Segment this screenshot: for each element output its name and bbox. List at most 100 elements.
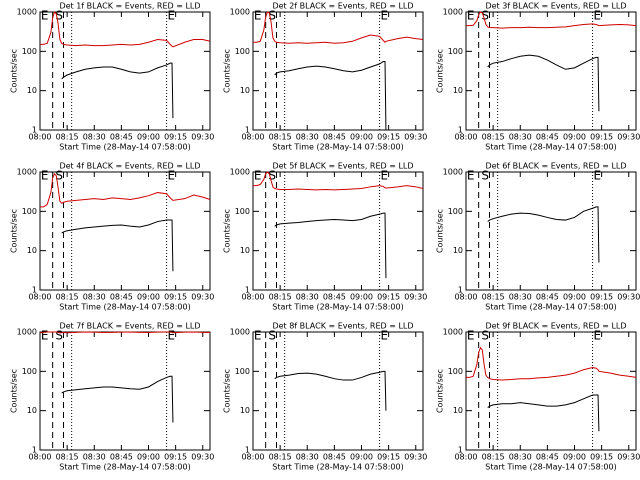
x-tick-label: 08:15 bbox=[269, 453, 292, 462]
y-tick-label: 10 bbox=[453, 86, 463, 95]
y-tick-label: 1000 bbox=[443, 328, 463, 337]
annotation: S bbox=[268, 169, 276, 183]
x-axis-label: Start Time (28-May-14 07:58:00) bbox=[59, 303, 190, 312]
x-axis-label: Start Time (28-May-14 07:58:00) bbox=[485, 463, 616, 472]
x-tick-label: 09:15 bbox=[590, 133, 613, 142]
x-tick-label: 08:45 bbox=[323, 453, 346, 462]
y-tick-label: 1 bbox=[458, 286, 463, 295]
x-axis-label: Start Time (28-May-14 07:58:00) bbox=[272, 303, 403, 312]
annotation: E bbox=[41, 9, 49, 23]
y-axis-label: Counts/sec bbox=[436, 209, 445, 253]
annotation: E bbox=[381, 169, 389, 183]
x-tick-label: 08:15 bbox=[482, 293, 505, 302]
series-line bbox=[253, 11, 424, 44]
chart-title: Det 8f BLACK = Events, RED = LLD bbox=[272, 322, 413, 331]
x-tick-label: 08:00 bbox=[454, 293, 477, 302]
chart-title: Det 4f BLACK = Events, RED = LLD bbox=[59, 162, 200, 171]
x-tick-label: 08:00 bbox=[241, 293, 264, 302]
x-tick-label: 09:15 bbox=[164, 453, 187, 462]
y-tick-label: 1 bbox=[32, 446, 37, 455]
x-tick-label: 08:30 bbox=[296, 133, 319, 142]
x-tick-label: 09:15 bbox=[164, 133, 187, 142]
y-tick-label: 1 bbox=[32, 286, 37, 295]
annotation: S bbox=[481, 9, 489, 23]
x-tick-label: 08:45 bbox=[110, 133, 133, 142]
x-tick-label: 09:15 bbox=[590, 293, 613, 302]
series-line bbox=[487, 206, 600, 263]
x-tick-label: 08:45 bbox=[536, 293, 559, 302]
annotation: S bbox=[481, 169, 489, 183]
x-tick-label: 08:15 bbox=[56, 453, 79, 462]
x-axis-label: Start Time (28-May-14 07:58:00) bbox=[485, 143, 616, 152]
series-line bbox=[61, 375, 174, 423]
y-tick-label: 10 bbox=[453, 246, 463, 255]
x-tick-label: 09:00 bbox=[350, 293, 373, 302]
x-axis-label: Start Time (28-May-14 07:58:00) bbox=[59, 463, 190, 472]
x-tick-label: 09:15 bbox=[590, 453, 613, 462]
annotation: E bbox=[41, 329, 49, 343]
x-tick-label: 08:45 bbox=[110, 293, 133, 302]
y-tick-label: 10 bbox=[27, 406, 37, 415]
panel: Det 7f BLACK = Events, RED = LLD Start Ti… bbox=[10, 322, 215, 472]
x-tick-label: 09:00 bbox=[563, 453, 586, 462]
x-tick-label: 08:30 bbox=[296, 293, 319, 302]
annotation: S bbox=[55, 329, 63, 343]
x-tick-label: 08:00 bbox=[241, 453, 264, 462]
annotation: E bbox=[381, 329, 389, 343]
x-tick-label: 08:00 bbox=[241, 133, 264, 142]
x-tick-label: 09:15 bbox=[377, 293, 400, 302]
chart-title: Det 9f BLACK = Events, RED = LLD bbox=[485, 322, 626, 331]
y-tick-label: 1 bbox=[245, 126, 250, 135]
y-axis-label: Counts/sec bbox=[436, 49, 445, 93]
series-line bbox=[487, 394, 600, 432]
x-tick-label: 08:15 bbox=[269, 293, 292, 302]
x-tick-label: 09:00 bbox=[350, 453, 373, 462]
x-tick-label: 09:30 bbox=[404, 133, 427, 142]
y-tick-label: 1000 bbox=[17, 168, 37, 177]
x-tick-label: 09:30 bbox=[617, 133, 640, 142]
x-tick-label: 08:30 bbox=[509, 453, 532, 462]
y-tick-label: 100 bbox=[448, 47, 463, 56]
annotation: S bbox=[268, 9, 276, 23]
x-tick-label: 08:15 bbox=[56, 133, 79, 142]
y-tick-label: 100 bbox=[22, 207, 37, 216]
series-line bbox=[466, 346, 637, 381]
x-axis-label: Start Time (28-May-14 07:58:00) bbox=[485, 303, 616, 312]
y-tick-label: 10 bbox=[27, 246, 37, 255]
x-tick-label: 08:30 bbox=[509, 133, 532, 142]
series-line bbox=[61, 219, 174, 272]
panel: Det 8f BLACK = Events, RED = LLD Start Ti… bbox=[223, 322, 428, 472]
annotation: S bbox=[55, 169, 63, 183]
series-line bbox=[61, 62, 174, 119]
y-tick-label: 10 bbox=[240, 246, 250, 255]
y-tick-label: 10 bbox=[27, 86, 37, 95]
y-axis-label: Counts/sec bbox=[10, 209, 19, 253]
plot-frame bbox=[39, 171, 211, 291]
x-tick-label: 08:00 bbox=[28, 133, 51, 142]
annotation: E bbox=[594, 329, 602, 343]
y-tick-label: 1 bbox=[458, 126, 463, 135]
y-tick-label: 1 bbox=[245, 286, 250, 295]
panel: Det 6f BLACK = Events, RED = LLD Start Ti… bbox=[436, 162, 640, 312]
x-tick-label: 08:00 bbox=[28, 453, 51, 462]
plot-frame bbox=[252, 331, 424, 451]
chart-title: Det 7f BLACK = Events, RED = LLD bbox=[59, 322, 200, 331]
chart-title: Det 3f BLACK = Events, RED = LLD bbox=[485, 2, 626, 11]
annotation: E bbox=[41, 169, 49, 183]
annotation: S bbox=[55, 9, 63, 23]
y-tick-label: 100 bbox=[22, 47, 37, 56]
annotation: E bbox=[168, 9, 176, 23]
x-tick-label: 08:45 bbox=[323, 133, 346, 142]
x-tick-label: 08:30 bbox=[296, 453, 319, 462]
y-tick-label: 100 bbox=[22, 367, 37, 376]
panel: Det 3f BLACK = Events, RED = LLD Start Ti… bbox=[436, 2, 640, 152]
panel: Det 2f BLACK = Events, RED = LLD Start Ti… bbox=[223, 2, 428, 152]
x-tick-label: 09:15 bbox=[377, 133, 400, 142]
annotation: E bbox=[254, 9, 262, 23]
y-tick-label: 1 bbox=[32, 126, 37, 135]
series-line bbox=[274, 370, 387, 411]
x-tick-label: 09:30 bbox=[617, 293, 640, 302]
y-tick-label: 100 bbox=[448, 207, 463, 216]
annotation: E bbox=[381, 9, 389, 23]
